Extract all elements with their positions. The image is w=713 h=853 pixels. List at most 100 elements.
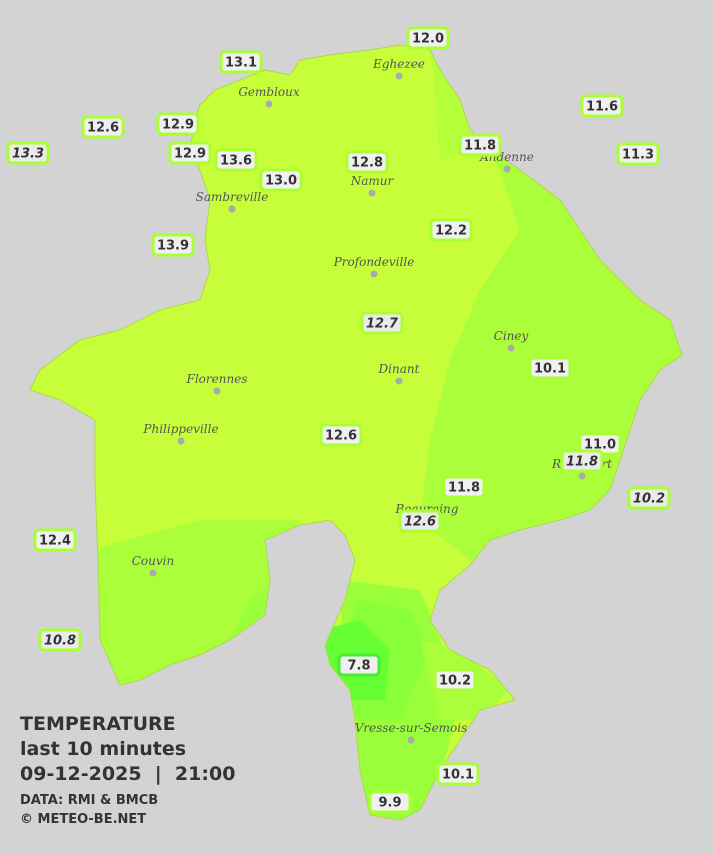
station-box (81, 115, 125, 139)
station: 12.9 (168, 141, 212, 165)
station-value: 12.0 (412, 32, 444, 47)
city-label: Philippeville (142, 422, 218, 436)
station: 12.7 (360, 311, 404, 335)
city-label: Sambreville (196, 190, 269, 204)
station-value: 12.6 (325, 429, 357, 444)
city-dot (395, 377, 403, 385)
station-box (442, 475, 486, 499)
station-box (560, 449, 604, 473)
city-label: Dinant (378, 362, 420, 376)
legend-source: DATA: RMI & BMCB (20, 793, 158, 808)
station-box (406, 26, 450, 50)
station-value: 12.9 (174, 147, 206, 162)
station-box (168, 141, 212, 165)
station-value: 12.8 (351, 156, 383, 171)
station-box (151, 233, 195, 257)
station-value: 11.0 (584, 438, 616, 453)
city-label: Couvin (132, 554, 174, 568)
station: 13.6 (214, 148, 258, 172)
city-dot (578, 472, 586, 480)
station: 13.9 (151, 233, 195, 257)
station-box (429, 218, 473, 242)
station-value: 13.1 (225, 56, 257, 71)
station-value: 12.2 (435, 224, 467, 239)
city-dot (265, 100, 273, 108)
station: 11.6 (580, 94, 624, 118)
station-value: 11.8 (464, 139, 496, 154)
city-dot (407, 736, 415, 744)
legend-datetime: 09-12-2025 | 21:00 (20, 763, 235, 785)
station-box (360, 311, 404, 335)
legend: TEMPERATURE last 10 minutes 09-12-2025 |… (20, 713, 235, 827)
station-value: 12.7 (366, 317, 399, 332)
station-value: 13.9 (157, 239, 189, 254)
city-label: Vresse-sur-Semois (355, 721, 468, 735)
city-dot (213, 387, 221, 395)
station-value: 10.2 (439, 674, 471, 689)
city-label: Ciney (494, 329, 529, 343)
station-value: 10.8 (44, 634, 76, 649)
city-dot (503, 165, 511, 173)
station: 12.4 (33, 528, 77, 552)
station: 12.8 (345, 150, 389, 174)
station-value: 9.9 (378, 796, 401, 811)
city-dot (177, 437, 185, 445)
station-box (398, 509, 442, 533)
station-value: 7.8 (347, 659, 370, 674)
station: 13.0 (259, 168, 303, 192)
station-box (436, 762, 480, 786)
city-label: Profondeville (333, 255, 415, 269)
station-box (38, 628, 82, 652)
legend-subtitle: last 10 minutes (20, 738, 186, 760)
station-box (259, 168, 303, 192)
station-value: 11.3 (622, 148, 654, 163)
station-box (580, 94, 624, 118)
station-value: 10.1 (442, 768, 474, 783)
station-box (345, 150, 389, 174)
station-value: 12.6 (404, 515, 436, 530)
station-box (458, 133, 502, 157)
station-box (214, 148, 258, 172)
station: 11.3 (616, 142, 660, 166)
station-box (337, 653, 381, 677)
city-label: Namur (350, 174, 395, 188)
station-value: 10.2 (633, 492, 665, 507)
station-value: 10.1 (534, 362, 566, 377)
station: 13.1 (219, 50, 263, 74)
city-label: Eghezee (372, 57, 425, 71)
station: 12.6 (319, 423, 363, 447)
station-box (433, 668, 477, 692)
legend-copyright: © METEO-BE.NET (20, 812, 146, 827)
station-value: 11.8 (448, 481, 480, 496)
city-dot (149, 569, 157, 577)
city-dot (370, 270, 378, 278)
station: 11.8 (458, 133, 502, 157)
station: 12.2 (429, 218, 473, 242)
station-box (627, 486, 671, 510)
station: 7.8 (337, 653, 381, 677)
station: 11.8 (560, 449, 604, 473)
city-dot (228, 205, 236, 213)
station-value: 11.8 (566, 455, 598, 470)
station: 10.8 (38, 628, 82, 652)
station-box (156, 112, 200, 136)
station: 11.8 (442, 475, 486, 499)
station-value: 12.9 (162, 118, 194, 133)
city-dot (368, 189, 376, 197)
station-box (616, 142, 660, 166)
station: 11.0 (578, 432, 622, 456)
station-value: 13.3 (12, 147, 44, 162)
stations: 12.0 13.1 12.6 12.9 11.6 13.3 12.9 13.6 12.8 11.8… (6, 26, 671, 814)
station: 10.2 (433, 668, 477, 692)
station-value: 13.0 (265, 174, 297, 189)
station-box (528, 356, 572, 380)
station: 12.6 (398, 509, 442, 533)
station: 9.9 (368, 790, 412, 814)
station: 10.2 (627, 486, 671, 510)
station: 13.3 (6, 141, 50, 165)
station-value: 13.6 (220, 154, 252, 169)
station: 10.1 (528, 356, 572, 380)
station-box (319, 423, 363, 447)
city-label: Gembloux (238, 85, 300, 99)
